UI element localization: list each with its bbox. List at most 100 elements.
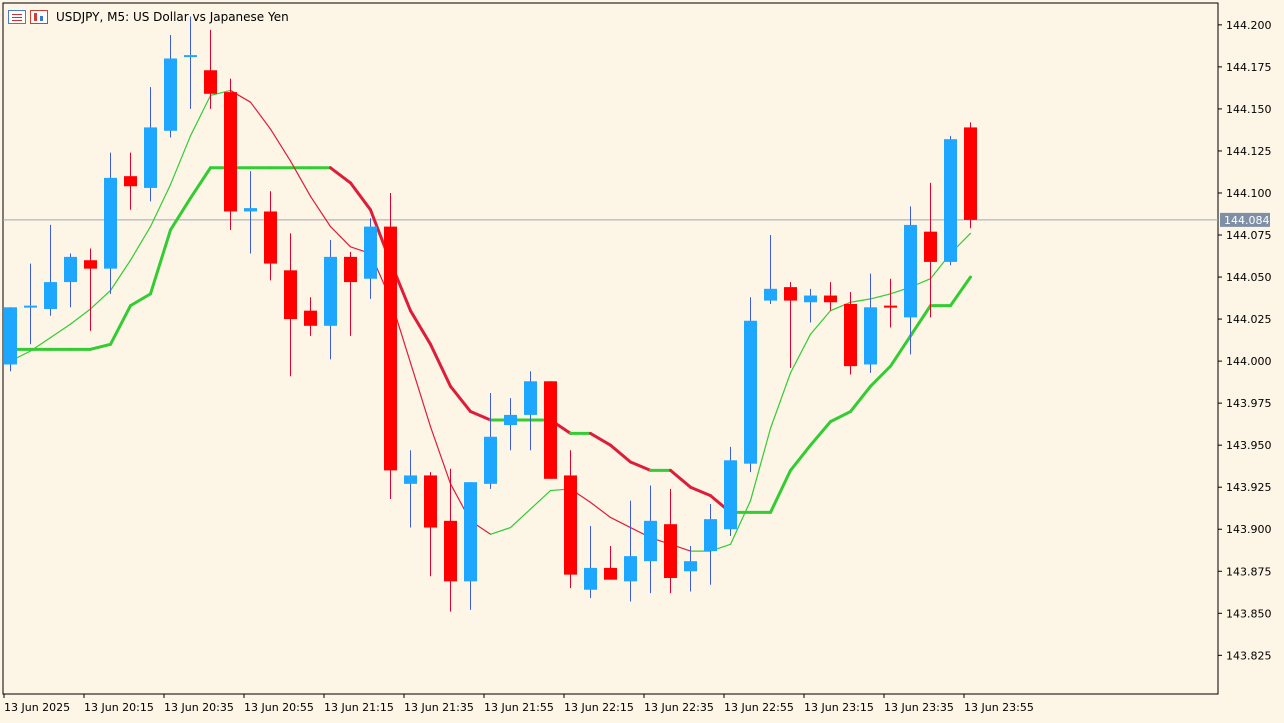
candle[interactable]	[924, 182, 937, 318]
fast-moving-average-segment	[489, 526, 512, 535]
candle[interactable]	[344, 251, 357, 336]
candle-body	[964, 127, 977, 220]
candle[interactable]	[204, 29, 217, 109]
candle[interactable]	[664, 488, 677, 594]
candle[interactable]	[544, 381, 557, 479]
fast-moving-average-segment	[589, 501, 612, 519]
candle-body	[544, 381, 557, 479]
candle[interactable]	[264, 191, 277, 281]
candle-body	[364, 226, 377, 279]
candle[interactable]	[564, 450, 577, 589]
candle[interactable]	[844, 292, 857, 375]
candle-body	[724, 460, 737, 530]
candle[interactable]	[324, 240, 337, 360]
candle[interactable]	[144, 87, 157, 202]
candle-body	[44, 282, 57, 309]
candle[interactable]	[624, 500, 637, 602]
candle-body	[644, 520, 657, 562]
candle[interactable]	[424, 472, 437, 577]
price-tick-label: 144.050	[1226, 271, 1272, 284]
candle-body	[64, 256, 77, 283]
candle[interactable]	[524, 371, 537, 451]
candle[interactable]	[464, 482, 477, 610]
fast-moving-average-segment	[169, 135, 192, 186]
fast-moving-average-segment	[89, 289, 112, 310]
candle-body	[244, 208, 257, 212]
candle[interactable]	[604, 546, 617, 580]
candle[interactable]	[684, 546, 697, 592]
candlestick-chart-icon[interactable]	[30, 10, 48, 24]
fast-moving-average-segment	[249, 101, 272, 130]
slow-moving-average-segment	[629, 460, 652, 472]
candle-body	[904, 224, 917, 318]
candle-body	[844, 303, 857, 367]
candle-body	[104, 177, 117, 269]
candle[interactable]	[24, 263, 37, 345]
candle[interactable]	[644, 485, 657, 594]
candle[interactable]	[104, 152, 117, 294]
list-menu-icon[interactable]	[8, 10, 26, 24]
candle-body	[204, 70, 217, 94]
candle-body	[164, 58, 177, 131]
candle[interactable]	[784, 282, 797, 368]
candle[interactable]	[704, 504, 717, 585]
slow-moving-average-segment	[909, 304, 932, 338]
candle[interactable]	[64, 253, 77, 308]
fast-moving-average-segment	[829, 301, 852, 312]
price-tick-label: 144.150	[1226, 103, 1272, 116]
candle[interactable]	[884, 278, 897, 328]
fast-moving-average-segment	[749, 427, 772, 502]
candle-body	[944, 139, 957, 262]
candle-body	[484, 436, 497, 484]
candle[interactable]	[804, 288, 817, 323]
time-tick-label: 13 Jun 21:35	[404, 701, 474, 714]
current-price-label-text: 144.084	[1224, 214, 1270, 227]
candle[interactable]	[244, 171, 257, 254]
candle[interactable]	[124, 152, 137, 210]
candle[interactable]	[904, 206, 917, 355]
candle-body	[264, 211, 277, 264]
candle[interactable]	[364, 218, 377, 299]
price-tick-label: 144.075	[1226, 229, 1272, 242]
candle-body	[524, 381, 537, 415]
candle[interactable]	[944, 135, 957, 266]
candle-body	[784, 287, 797, 301]
candle[interactable]	[184, 16, 197, 109]
candle[interactable]	[224, 78, 237, 230]
candle[interactable]	[384, 192, 397, 499]
fast-moving-average-segment	[609, 516, 632, 529]
slow-moving-average-segment	[189, 166, 212, 200]
fast-moving-average-segment	[869, 293, 892, 300]
candle[interactable]	[4, 307, 17, 372]
candle[interactable]	[44, 224, 57, 316]
fast-moving-average-segment	[789, 333, 812, 374]
chart-title: USDJPY, M5: US Dollar vs Japanese Yen	[56, 10, 289, 24]
candle-body	[464, 482, 477, 582]
slow-moving-average-segment	[689, 485, 712, 498]
candle[interactable]	[764, 235, 777, 304]
fast-moving-average-segment	[809, 310, 832, 335]
candle[interactable]	[744, 297, 757, 473]
candle[interactable]	[164, 34, 177, 138]
candle[interactable]	[964, 122, 977, 229]
slow-moving-average-segment	[849, 384, 872, 414]
candle[interactable]	[84, 248, 97, 331]
fast-moving-average-segment	[429, 426, 452, 485]
candle[interactable]	[824, 282, 837, 311]
candle[interactable]	[484, 393, 497, 489]
candle-body	[804, 295, 817, 303]
candle[interactable]	[724, 446, 737, 536]
candle[interactable]	[504, 398, 517, 451]
candle[interactable]	[304, 297, 317, 336]
candle-body	[884, 305, 897, 308]
candle[interactable]	[404, 450, 417, 528]
candle[interactable]	[444, 468, 457, 612]
candle[interactable]	[864, 273, 877, 373]
candle[interactable]	[284, 233, 297, 377]
candle-body	[124, 176, 137, 187]
fast-moving-average-segment	[129, 226, 152, 261]
price-tick-label: 144.175	[1226, 61, 1272, 74]
candle[interactable]	[584, 525, 597, 599]
candle-body	[144, 127, 157, 188]
